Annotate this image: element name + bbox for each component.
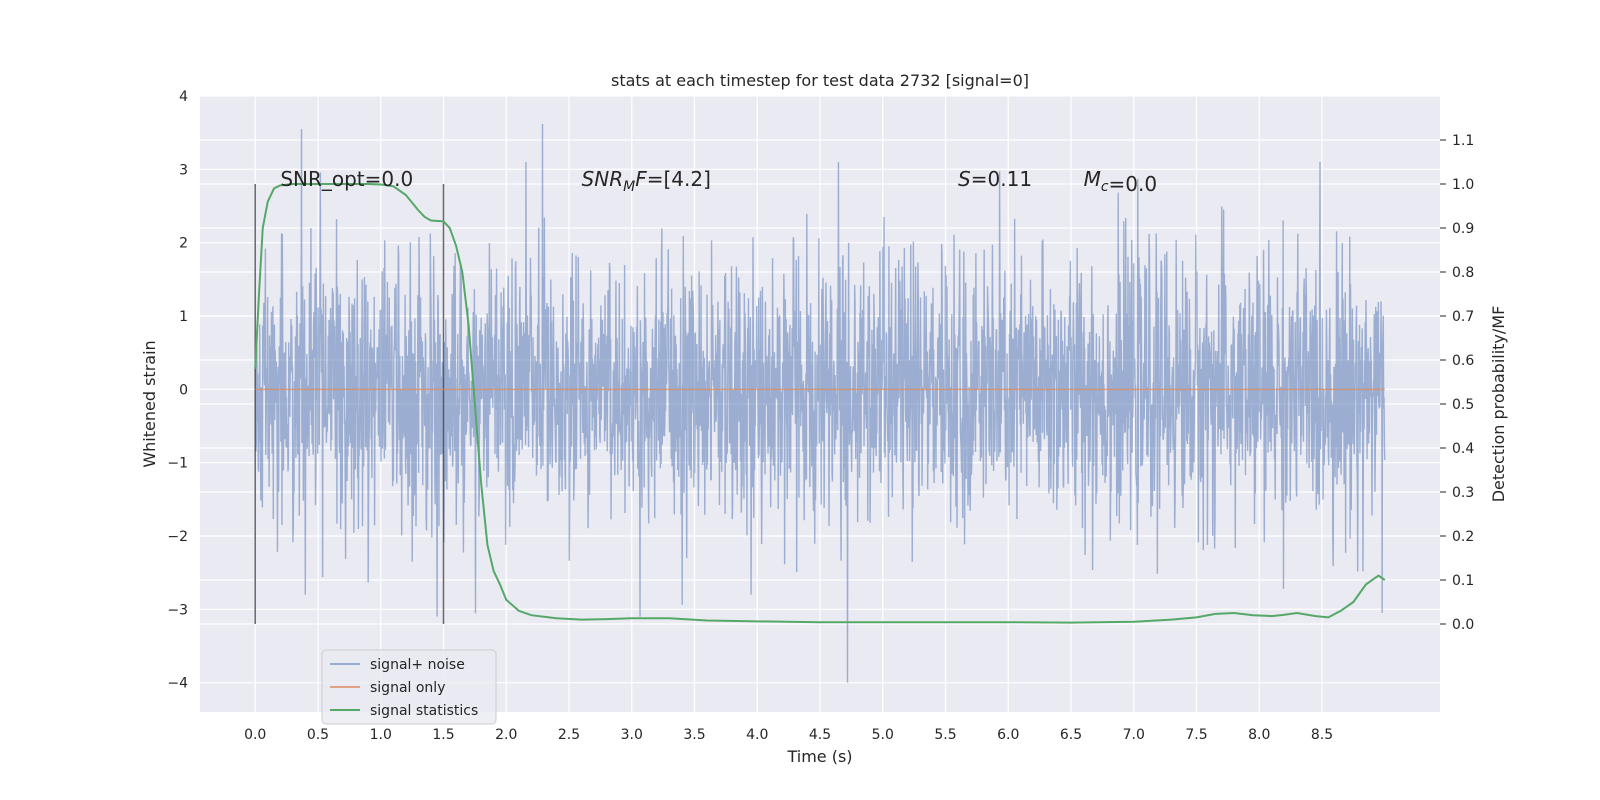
x-tick-label: 5.5 bbox=[934, 727, 956, 743]
x-tick-label: 7.5 bbox=[1185, 727, 1207, 743]
x-tick-label: 8.5 bbox=[1311, 727, 1333, 743]
y-tick-label-right: 0.9 bbox=[1452, 221, 1474, 237]
y-tick-label-left: 3 bbox=[179, 162, 188, 178]
x-tick-label: 4.0 bbox=[746, 727, 768, 743]
y-tick-label-right: 0.5 bbox=[1452, 397, 1474, 413]
legend: signal+ noise signal only signal statistic… bbox=[321, 649, 497, 725]
y-tick-label-left: −1 bbox=[167, 456, 188, 472]
y-tick-label-right: 0.3 bbox=[1452, 485, 1474, 501]
y-tick-label-right: 0.2 bbox=[1452, 529, 1474, 545]
window-markers bbox=[254, 184, 445, 624]
x-tick-label: 1.5 bbox=[432, 727, 454, 743]
y-tick-label-right: 0.0 bbox=[1452, 617, 1474, 633]
legend-entry: signal only bbox=[370, 680, 445, 696]
y-tick-label-right: 1.0 bbox=[1452, 177, 1474, 193]
annotation-text: S=0.11 bbox=[958, 167, 1032, 191]
signal-statistics-series bbox=[254, 183, 1386, 624]
x-tick-label: 0.0 bbox=[244, 727, 266, 743]
y-tick-label-right: 0.4 bbox=[1452, 441, 1474, 457]
legend-entry: signal+ noise bbox=[370, 657, 465, 673]
y-axis-right-label: Detection probability/MF bbox=[1489, 306, 1508, 503]
x-tick-label: 5.0 bbox=[872, 727, 894, 743]
y-tick-label-left: −3 bbox=[167, 602, 188, 618]
x-tick-label: 6.0 bbox=[997, 727, 1019, 743]
chart-title: stats at each timestep for test data 273… bbox=[611, 71, 1029, 90]
y-tick-label-left: −2 bbox=[167, 529, 188, 545]
x-tick-label: 6.5 bbox=[1060, 727, 1082, 743]
y-tick-label-left: 4 bbox=[179, 89, 188, 105]
y-tick-label-left: −4 bbox=[167, 676, 188, 692]
annotation-text: SNRMF=[4.2] bbox=[582, 167, 711, 195]
y-tick-label-right: 0.8 bbox=[1452, 265, 1474, 281]
x-tick-label: 2.0 bbox=[495, 727, 517, 743]
x-tick-label: 0.5 bbox=[307, 727, 329, 743]
y-tick-label-right: 0.7 bbox=[1452, 309, 1474, 325]
y-axis-left-ticks: 4 3 2 1 0 −1 −2 −3 −4 bbox=[167, 89, 188, 692]
y-tick-label-right: 0.6 bbox=[1452, 353, 1474, 369]
x-tick-label: 8.0 bbox=[1248, 727, 1270, 743]
y-axis-right-ticks: 1.1 1.0 0.9 0.8 0.7 0.6 0.5 0.4 0.3 0.2 0.1 0.0 bbox=[1440, 133, 1474, 633]
y-tick-label-left: 2 bbox=[179, 236, 188, 252]
legend-entry: signal statistics bbox=[370, 703, 478, 719]
y-tick-label-left: 1 bbox=[179, 309, 188, 325]
legend-box bbox=[321, 649, 497, 725]
annotations: SNR_opt=0.0 SNRMF=[4.2] S=0.11 Mc=0.0 bbox=[280, 167, 1157, 196]
y-axis-left-label: Whitened strain bbox=[140, 340, 159, 467]
annotation-text: Mc=0.0 bbox=[1084, 167, 1158, 196]
x-axis-label: Time (s) bbox=[786, 747, 852, 766]
x-tick-label: 3.5 bbox=[683, 727, 705, 743]
x-axis-ticks: 0.0 0.5 1.0 1.5 2.0 2.5 3.0 3.5 4.0 4.5 5.0 5.5 6.0 6… bbox=[244, 727, 1333, 743]
annotation-text: SNR_opt=0.0 bbox=[280, 167, 413, 191]
x-tick-label: 7.0 bbox=[1123, 727, 1145, 743]
y-tick-label-right: 1.1 bbox=[1452, 133, 1474, 149]
x-tick-label: 4.5 bbox=[809, 727, 831, 743]
signal-statistics-line bbox=[254, 183, 1386, 624]
x-tick-label: 3.0 bbox=[621, 727, 643, 743]
y-tick-label-left: 0 bbox=[179, 382, 188, 398]
y-tick-label-right: 0.1 bbox=[1452, 573, 1474, 589]
x-tick-label: 1.0 bbox=[370, 727, 392, 743]
x-tick-label: 2.5 bbox=[558, 727, 580, 743]
